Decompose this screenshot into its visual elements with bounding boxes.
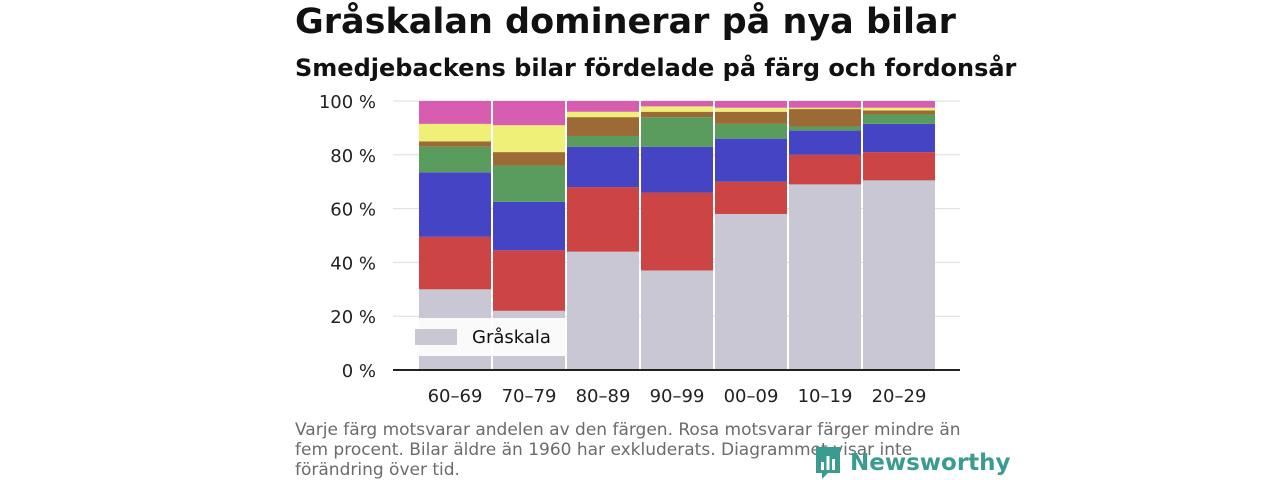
bar-segment xyxy=(419,101,491,124)
chart-subtitle: Smedjebackens bilar fördelade på färg oc… xyxy=(295,54,1017,82)
bar-segment xyxy=(715,123,787,139)
bar-segment xyxy=(641,101,713,107)
bar-segment xyxy=(641,106,713,112)
bar-segment xyxy=(567,117,639,136)
bar-segment xyxy=(641,146,713,193)
bar-segment xyxy=(493,125,565,153)
bar-segment xyxy=(419,172,491,237)
bar-segment xyxy=(567,135,639,147)
bar-segment xyxy=(863,123,935,153)
y-tick-label: 80 % xyxy=(330,146,376,167)
y-tick-label: 20 % xyxy=(330,307,376,328)
bar-chart-logo-icon xyxy=(816,447,840,479)
bar-segment xyxy=(419,123,491,142)
bar-segment xyxy=(863,180,935,370)
legend-label: Gråskala xyxy=(472,327,551,348)
y-axis-ticks: 0 % 20 % 40 % 60 % 80 % 100 % xyxy=(319,92,376,382)
legend: Gråskala xyxy=(405,318,565,356)
bar-segment xyxy=(493,250,565,311)
y-tick-label: 0 % xyxy=(342,361,376,382)
x-tick-label: 90–99 xyxy=(650,386,705,407)
bar-segment xyxy=(641,192,713,271)
footnote: Varje färg motsvarar andelen av den färg… xyxy=(295,420,961,480)
bar-segment xyxy=(715,138,787,182)
bar-segment xyxy=(567,101,639,112)
bar-segment xyxy=(493,101,565,126)
x-tick-label: 00–09 xyxy=(724,386,779,407)
chart-title: Gråskalan dominerar på nya bilar xyxy=(295,2,956,42)
bar-segment xyxy=(863,107,935,111)
bar-segment xyxy=(715,213,787,370)
brand-logo[interactable]: Newsworthy xyxy=(814,446,1011,480)
bar-segment xyxy=(789,130,861,155)
bar-segment xyxy=(641,117,713,147)
x-axis-ticks: 60–69 70–79 80–89 90–99 00–09 10–19 20–29 xyxy=(428,386,927,407)
y-tick-label: 60 % xyxy=(330,200,376,221)
bar-segment xyxy=(863,110,935,115)
bar-segment xyxy=(567,146,639,188)
stacked-bar-chart: 0 % 20 % 40 % 60 % 80 % 100 % 60–69 70–79 80–89… xyxy=(319,92,960,407)
bar-segment xyxy=(789,101,861,108)
bar-segment xyxy=(567,251,639,370)
bar-segment xyxy=(419,146,491,173)
x-tick-label: 70–79 xyxy=(502,386,557,407)
legend-swatch xyxy=(415,329,457,345)
bar-segment xyxy=(863,101,935,108)
bar-segment xyxy=(789,107,861,110)
bar-segment xyxy=(789,126,861,131)
bar-segment xyxy=(789,109,861,127)
bar-segment xyxy=(789,184,861,370)
y-tick-label: 40 % xyxy=(330,253,376,274)
y-tick-label: 100 % xyxy=(319,92,376,113)
bar-segment xyxy=(715,111,787,124)
bar-segment xyxy=(419,236,491,290)
bar-segment xyxy=(493,201,565,251)
x-tick-label: 20–29 xyxy=(872,386,927,407)
x-tick-label: 60–69 xyxy=(428,386,483,407)
bar-segment xyxy=(567,187,639,252)
bar-segment xyxy=(641,111,713,118)
brand-name: Newsworthy xyxy=(850,450,1011,476)
x-tick-label: 80–89 xyxy=(576,386,631,407)
bar-segment xyxy=(863,114,935,124)
bar-segment xyxy=(641,270,713,370)
bar-segment xyxy=(493,165,565,202)
bar-segment xyxy=(715,107,787,112)
bar-segment xyxy=(863,152,935,181)
bar-segment xyxy=(715,101,787,108)
x-tick-label: 10–19 xyxy=(798,386,853,407)
bar-segment xyxy=(493,152,565,166)
bar-segment xyxy=(789,154,861,185)
bar-segment xyxy=(715,181,787,214)
bar-segment xyxy=(567,111,639,118)
bar-segment xyxy=(419,141,491,147)
